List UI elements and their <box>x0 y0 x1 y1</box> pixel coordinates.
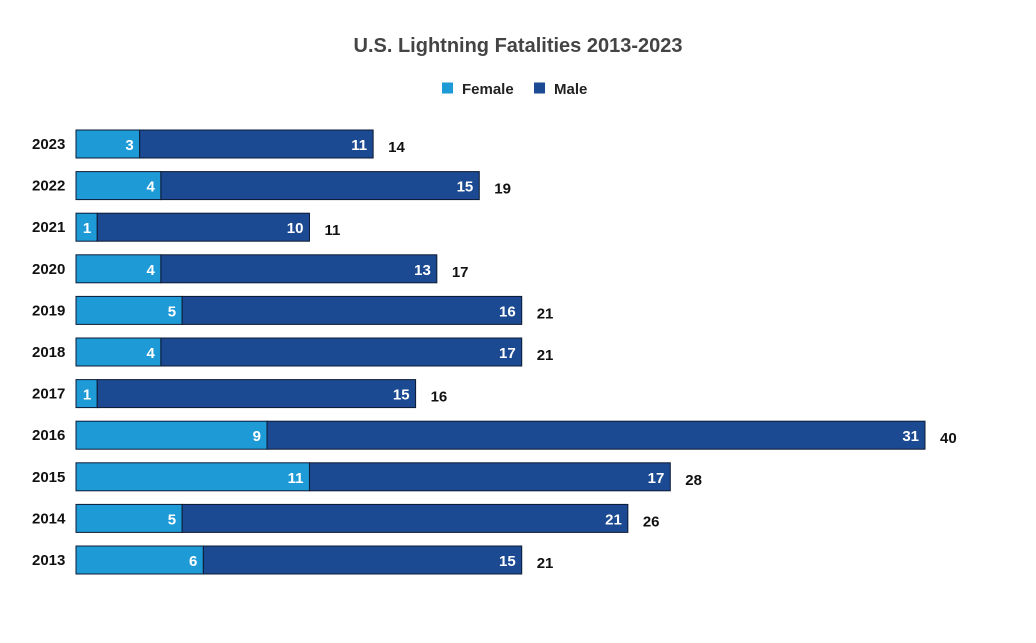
total-label-2018: 21 <box>537 347 554 364</box>
data-label-female-2023: 3 <box>125 137 133 154</box>
bar-male-2018 <box>160 337 523 367</box>
legend-swatch-female <box>442 82 453 94</box>
bar-male-2016 <box>266 420 926 450</box>
bar-female-2019 <box>75 295 183 325</box>
data-label-male-2019: 16 <box>499 303 516 320</box>
bar-female-2016 <box>75 420 268 450</box>
legend-label-female: Female <box>462 81 514 98</box>
data-label-male-2020: 13 <box>414 262 431 279</box>
bar-female-2018 <box>75 337 162 367</box>
legend: Female Male <box>442 81 587 98</box>
data-label-female-2020: 4 <box>147 262 156 279</box>
bar-female-2020 <box>75 254 162 284</box>
year-label: 2019 <box>32 302 65 319</box>
bar-male-2013 <box>202 545 523 575</box>
year-label: 2018 <box>32 344 65 361</box>
data-label-female-2018: 4 <box>147 345 156 362</box>
bar-male-2020 <box>160 254 438 284</box>
data-label-female-2014: 5 <box>168 511 176 528</box>
data-label-female-2017: 1 <box>83 387 91 404</box>
year-label: 2015 <box>32 469 65 486</box>
total-label-2020: 17 <box>452 264 469 281</box>
data-label-male-2015: 17 <box>648 470 665 487</box>
data-label-female-2019: 5 <box>168 303 176 320</box>
data-label-male-2013: 15 <box>499 553 516 570</box>
total-label-2019: 21 <box>537 305 554 322</box>
data-label-male-2017: 15 <box>393 387 410 404</box>
data-label-male-2014: 21 <box>605 511 622 528</box>
year-label: 2016 <box>32 427 65 444</box>
data-label-male-2018: 17 <box>499 345 516 362</box>
bar-male-2023 <box>139 129 374 159</box>
year-label: 2023 <box>32 136 65 153</box>
legend-label-male: Male <box>554 81 587 98</box>
chart-title: U.S. Lightning Fatalities 2013-2023 <box>354 35 683 57</box>
bar-male-2015 <box>308 462 671 492</box>
data-label-female-2016: 9 <box>253 428 261 445</box>
total-label-2015: 28 <box>685 472 702 489</box>
bar-male-2022 <box>160 171 480 201</box>
bar-male-2019 <box>181 295 523 325</box>
data-label-female-2013: 6 <box>189 553 197 570</box>
year-label: 2013 <box>32 552 65 569</box>
total-label-2021: 11 <box>324 222 340 239</box>
total-label-2013: 21 <box>537 555 554 572</box>
year-label: 2017 <box>32 386 65 403</box>
bar-male-2021 <box>96 212 310 242</box>
bar-male-2017 <box>96 379 417 409</box>
total-label-2014: 26 <box>643 513 660 530</box>
total-label-2022: 19 <box>494 181 511 198</box>
data-label-male-2016: 31 <box>902 428 919 445</box>
bar-female-2014 <box>75 503 183 533</box>
bar-female-2013 <box>75 545 204 575</box>
bar-female-2023 <box>75 129 141 159</box>
year-label: 2021 <box>32 219 65 236</box>
data-label-male-2022: 15 <box>457 179 474 196</box>
legend-swatch-male <box>534 82 545 94</box>
total-label-2017: 16 <box>431 389 448 406</box>
bar-female-2022 <box>75 171 162 201</box>
data-label-female-2015: 11 <box>288 470 304 487</box>
total-label-2016: 40 <box>940 430 957 447</box>
data-label-female-2021: 1 <box>83 220 91 237</box>
year-label: 2022 <box>32 178 65 195</box>
bar-female-2015 <box>75 462 310 492</box>
year-label: 2014 <box>32 510 66 527</box>
bar-male-2014 <box>181 503 629 533</box>
data-label-male-2023: 11 <box>351 137 367 154</box>
data-label-female-2022: 4 <box>147 179 156 196</box>
total-label-2023: 14 <box>388 139 405 156</box>
data-label-male-2021: 10 <box>287 220 304 237</box>
year-label: 2020 <box>32 261 65 278</box>
